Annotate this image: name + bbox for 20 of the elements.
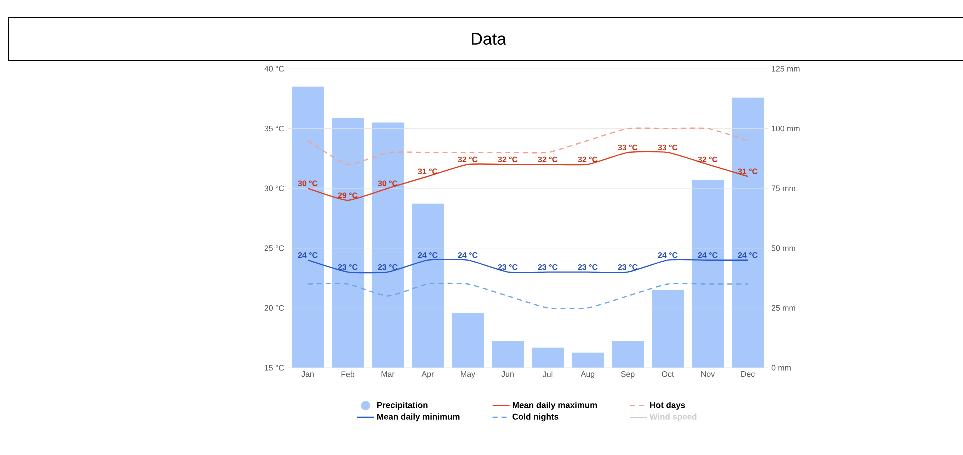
legend-label: Mean daily maximum (513, 402, 598, 410)
line-series (307, 151, 749, 202)
bar (412, 204, 444, 368)
bar (612, 340, 644, 368)
bar (492, 340, 524, 368)
bar (732, 98, 764, 368)
legend-label: Hot days (650, 402, 686, 410)
bar (292, 86, 324, 368)
bar (572, 352, 604, 368)
legend-label: Precipitation (378, 402, 428, 410)
chart-title: Data (472, 33, 506, 45)
bar (652, 290, 684, 368)
legend-label: Mean daily minimum (378, 414, 460, 422)
bar (372, 122, 404, 368)
bar (452, 312, 484, 368)
legend-label: Cold nights (512, 414, 559, 422)
bar (532, 348, 564, 368)
bar (332, 118, 364, 368)
bar (692, 180, 724, 368)
line-series (307, 128, 749, 166)
